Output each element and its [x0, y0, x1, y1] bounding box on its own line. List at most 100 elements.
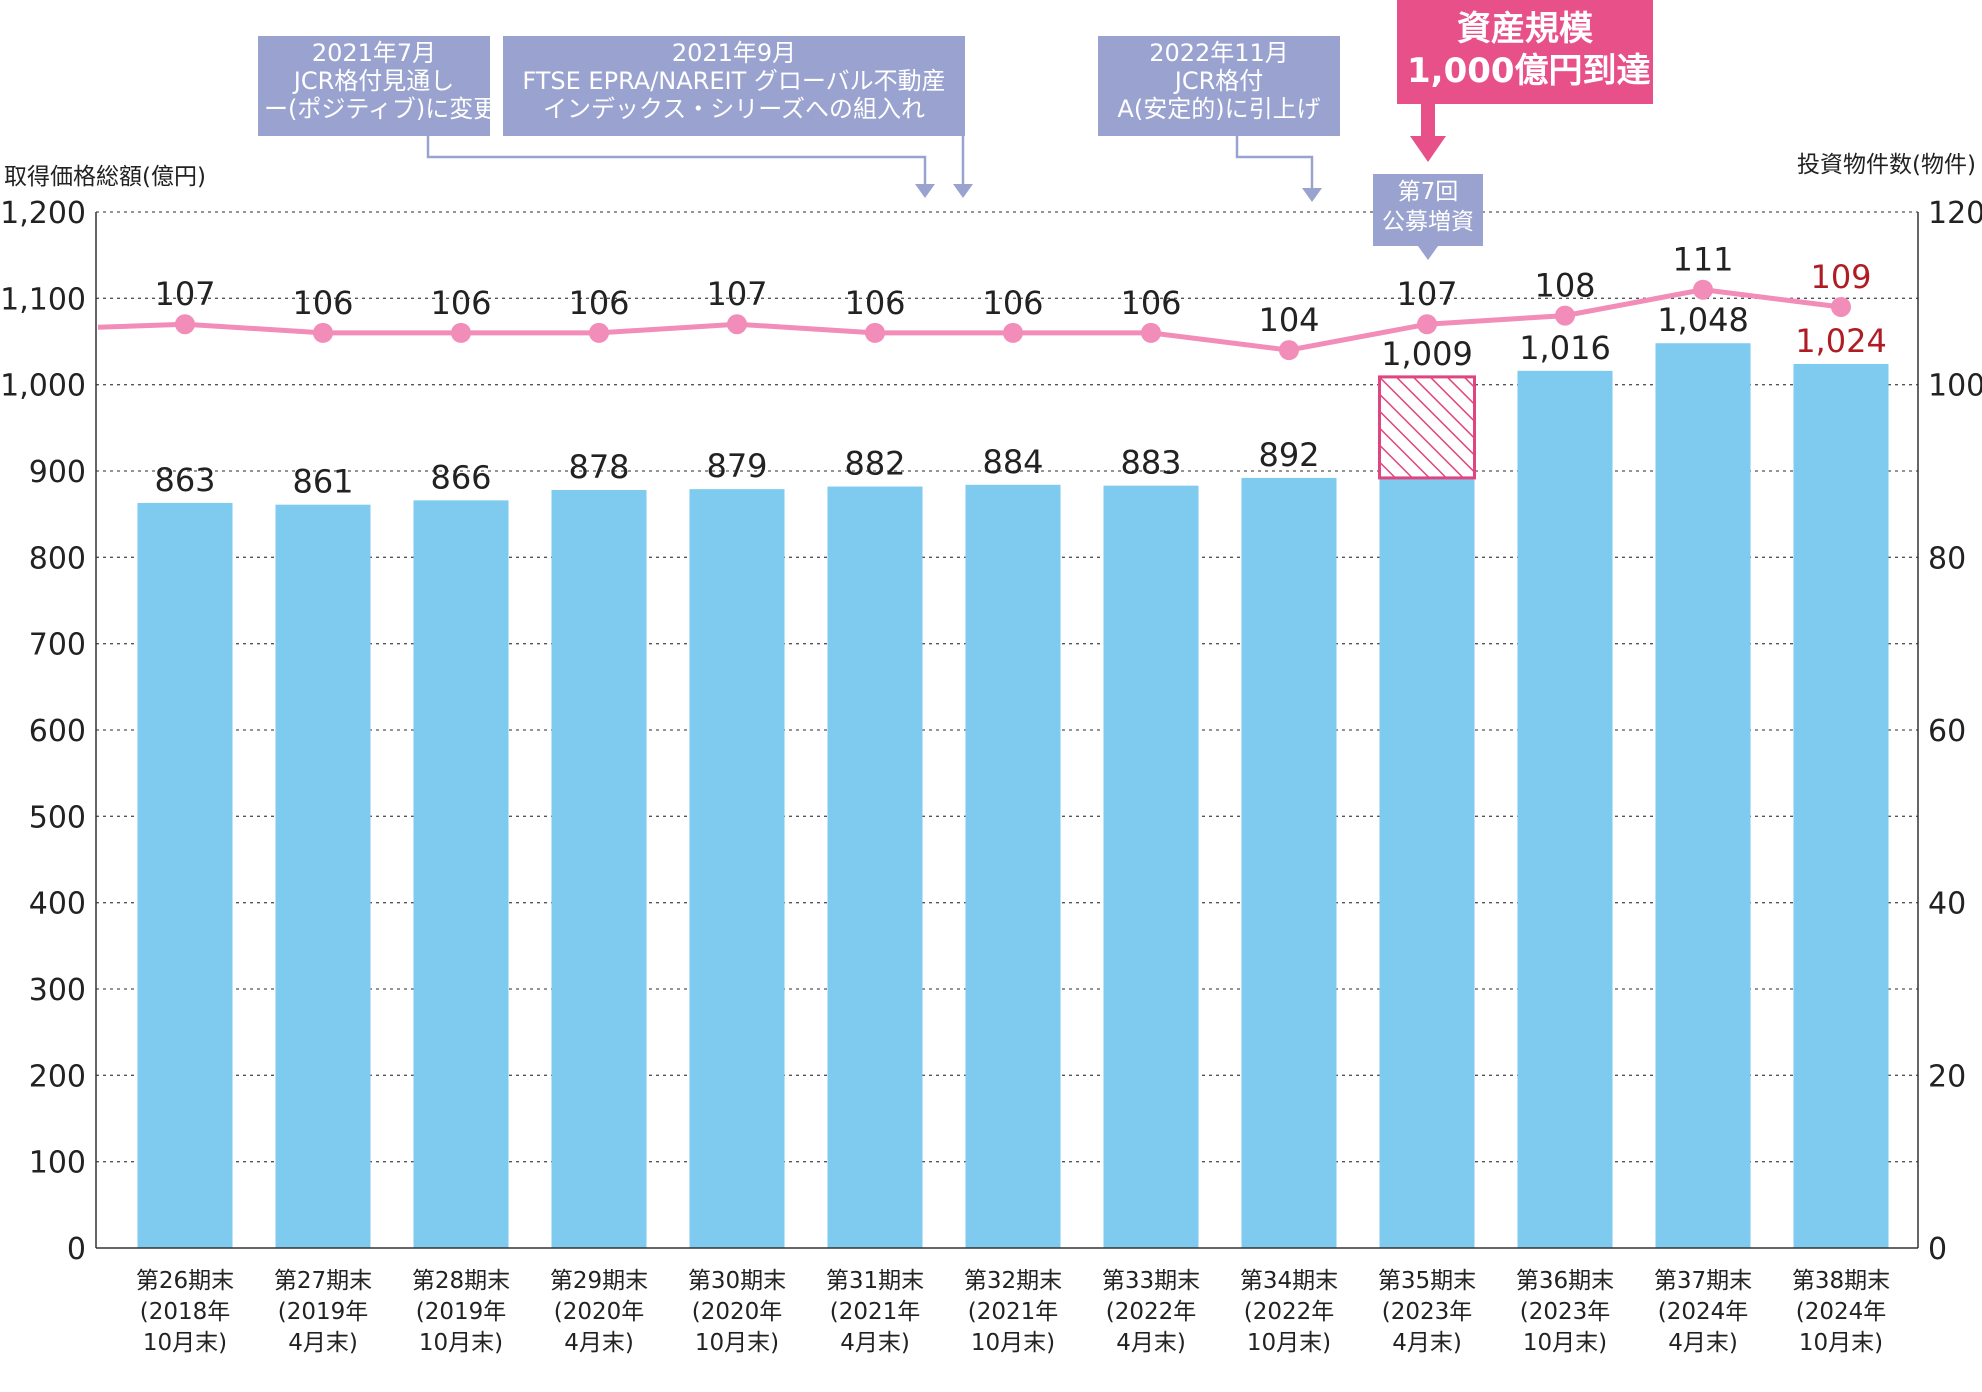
annotation-arrow	[1418, 246, 1438, 260]
connector-jcr-upgrade	[1235, 136, 1314, 188]
line-point	[1831, 296, 1851, 317]
line-path	[97, 287, 1842, 353]
bar	[413, 500, 509, 1248]
annotation-arrow	[953, 184, 973, 198]
x-category-label: 10月末)	[1247, 1330, 1331, 1356]
x-category-label: 第27期末	[274, 1268, 372, 1294]
x-category-label: 4月末)	[288, 1330, 358, 1356]
x-category-label: 第30期末	[688, 1268, 786, 1294]
y-tick-label-right: 40	[1928, 887, 1966, 922]
line-point	[1279, 340, 1299, 361]
x-category-label: (2020年	[554, 1299, 645, 1325]
x-category-label: (2023年	[1382, 1299, 1473, 1325]
x-category-label: 10月末)	[419, 1330, 503, 1356]
bar	[1655, 343, 1751, 1248]
bar	[1793, 363, 1889, 1248]
annotation-arrow	[915, 184, 935, 198]
x-category-label: 10月末)	[1523, 1330, 1607, 1356]
line-point	[1417, 314, 1437, 335]
bar	[137, 502, 233, 1248]
y-tick-label-left: 500	[29, 800, 86, 835]
x-category-label: (2018年	[140, 1299, 231, 1325]
y-tick-label-left: 300	[29, 973, 86, 1008]
bar-value-label: 1,048	[1657, 301, 1749, 339]
bar-value-label: 863	[154, 461, 215, 499]
x-category-label: 第34期末	[1240, 1268, 1338, 1294]
annotation-jcr-upgrade: 2022年11月 JCR格付 A(安定的)に引上げ	[1098, 36, 1340, 136]
x-category-label: 第35期末	[1378, 1268, 1476, 1294]
line-point	[727, 314, 747, 335]
bar	[827, 486, 923, 1248]
annotation-ftse-inclusion: 2021年9月 FTSE EPRA/NAREIT グローバル不動産 インデックス…	[503, 36, 965, 136]
bar	[1103, 485, 1199, 1249]
x-category-label: 4月末)	[1668, 1330, 1738, 1356]
bar-value-label: 878	[568, 448, 629, 486]
bar	[1241, 477, 1337, 1248]
x-category-label: (2023年	[1520, 1299, 1611, 1325]
y-tick-label-left: 600	[29, 714, 86, 749]
x-category-label: (2021年	[830, 1299, 921, 1325]
bar	[1517, 370, 1613, 1248]
bar-value-label: 882	[844, 445, 905, 483]
x-category-label: 10月末)	[1799, 1330, 1883, 1356]
x-category-label: 4月末)	[1392, 1330, 1462, 1356]
line-value-label: 108	[1534, 267, 1595, 305]
bar-value-label: 892	[1258, 436, 1319, 474]
bar-value-label: 884	[982, 443, 1043, 481]
line-value-label: 106	[292, 284, 353, 322]
bar-value-label: 883	[1120, 444, 1181, 482]
bar-series	[137, 343, 1889, 1249]
line-series	[97, 279, 1851, 361]
y-tick-label-left: 800	[29, 541, 86, 576]
bar	[965, 484, 1061, 1248]
bar-value-label: 1,009	[1381, 335, 1473, 373]
line-point	[451, 322, 471, 343]
y-tick-label-left: 1,200	[0, 196, 86, 231]
x-category-label: 第38期末	[1792, 1268, 1890, 1294]
y-tick-label-left: 700	[29, 628, 86, 663]
x-category-label: 第36期末	[1516, 1268, 1614, 1294]
x-category-label: 第29期末	[550, 1268, 648, 1294]
y-tick-label-right: 60	[1928, 714, 1966, 749]
y-tick-label-right: 120	[1928, 196, 1982, 231]
x-category-label: 第26期末	[136, 1268, 234, 1294]
line-point	[589, 322, 609, 343]
bar-increment-hatched	[1378, 375, 1476, 480]
x-category-label: 第37期末	[1654, 1268, 1752, 1294]
annotation-connectors	[426, 104, 1446, 260]
line-point	[1555, 305, 1575, 326]
x-category-label: 第31期末	[826, 1268, 924, 1294]
y-axis-title-right: 投資物件数(物件)	[1797, 152, 1976, 178]
line-point	[865, 322, 885, 343]
line-point	[313, 322, 333, 343]
y-tick-label-left: 400	[29, 887, 86, 922]
y-tick-label-left: 200	[29, 1059, 86, 1094]
x-category-label: (2021年	[968, 1299, 1059, 1325]
line-value-label: 106	[1120, 284, 1181, 322]
y-axis-title-left: 取得価格総額(億円)	[4, 164, 206, 190]
y-tick-label-right: 0	[1928, 1232, 1947, 1267]
line-value-label: 106	[844, 284, 905, 322]
bar-value-label: 879	[706, 447, 767, 485]
x-category-label: (2022年	[1106, 1299, 1197, 1325]
highlight-arrow-head	[1410, 136, 1446, 162]
x-category-label: (2020年	[692, 1299, 783, 1325]
connector-jcr-outlook	[426, 136, 927, 185]
bar	[551, 489, 647, 1248]
bar-value-label: 1,024	[1795, 322, 1887, 360]
x-category-label: 4月末)	[1116, 1330, 1186, 1356]
line-value-label: 106	[982, 284, 1043, 322]
y-tick-label-right: 100	[1928, 369, 1982, 404]
bar	[275, 504, 371, 1248]
line-value-label: 107	[154, 275, 215, 313]
bar-value-label: 861	[292, 463, 353, 501]
line-value-label: 107	[1396, 275, 1457, 313]
annotation-arrow	[1302, 188, 1322, 202]
x-category-label: 第33期末	[1102, 1268, 1200, 1294]
line-value-label: 107	[706, 275, 767, 313]
y-tick-label-right: 80	[1928, 541, 1966, 576]
line-point	[175, 314, 195, 335]
axes: 01002003004005006007008009001,0001,1001,…	[0, 152, 1982, 1356]
line-value-label: 104	[1258, 301, 1319, 339]
